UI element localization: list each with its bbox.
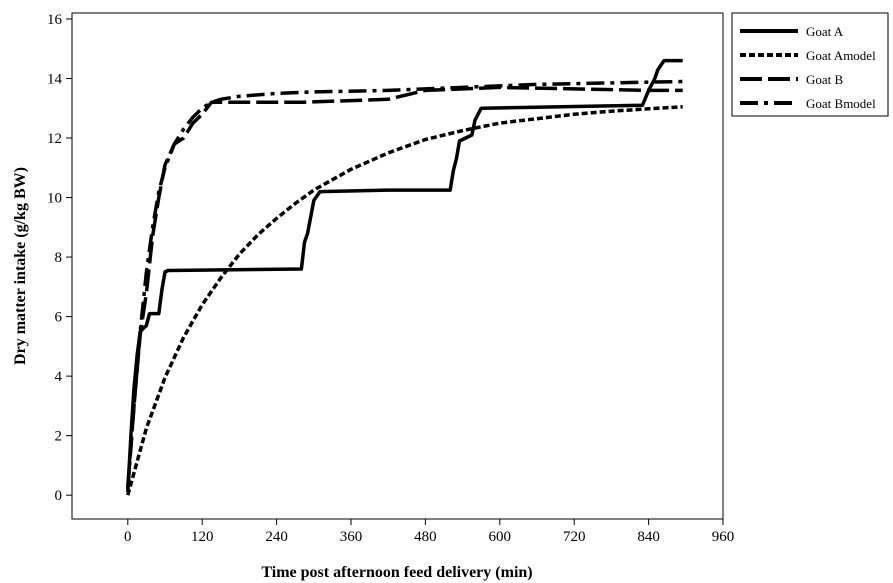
series-line-2 [126, 105, 683, 496]
series-line-4 [126, 79, 683, 490]
x-tick-label: 0 [124, 529, 132, 545]
y-axis-label: Dry matter intake (g/kg BW) [12, 167, 29, 365]
x-tick-label: 240 [265, 529, 288, 545]
plot-frame [71, 12, 724, 520]
y-tick-label: 6 [55, 310, 63, 326]
y-tick-label: 16 [47, 12, 63, 28]
y-axis: 0 2 4 6 8 10 12 14 16 [47, 12, 72, 504]
x-tick-label: 360 [340, 529, 363, 545]
series-layer [126, 58, 683, 496]
legend-label-1: Goat A [806, 24, 844, 39]
x-tick-label: 720 [563, 529, 586, 545]
legend: Goat A Goat Amodel Goat B Goat Bmodel [731, 12, 889, 117]
legend-label-3: Goat B [806, 72, 844, 87]
y-tick-label: 12 [47, 131, 62, 147]
y-tick-label: 10 [47, 191, 62, 207]
x-axis: 0 120 240 360 480 600 720 840 960 [124, 519, 734, 545]
x-tick-label: 480 [414, 529, 437, 545]
x-axis-label: Time post afternoon feed delivery (min) [261, 564, 532, 581]
x-tick-label: 600 [489, 529, 512, 545]
legend-label-2: Goat Amodel [806, 48, 876, 63]
y-tick-label: 4 [55, 369, 63, 385]
y-tick-label: 2 [55, 429, 63, 445]
legend-label-4: Goat Bmodel [806, 96, 876, 111]
y-tick-label: 14 [47, 71, 63, 87]
x-tick-label: 840 [637, 529, 660, 545]
series-line-3 [126, 85, 683, 487]
x-tick-label: 960 [712, 529, 735, 545]
y-tick-label: 8 [55, 250, 63, 266]
series-line-1 [126, 58, 683, 493]
y-tick-label: 0 [55, 488, 63, 504]
x-tick-label: 120 [191, 529, 214, 545]
